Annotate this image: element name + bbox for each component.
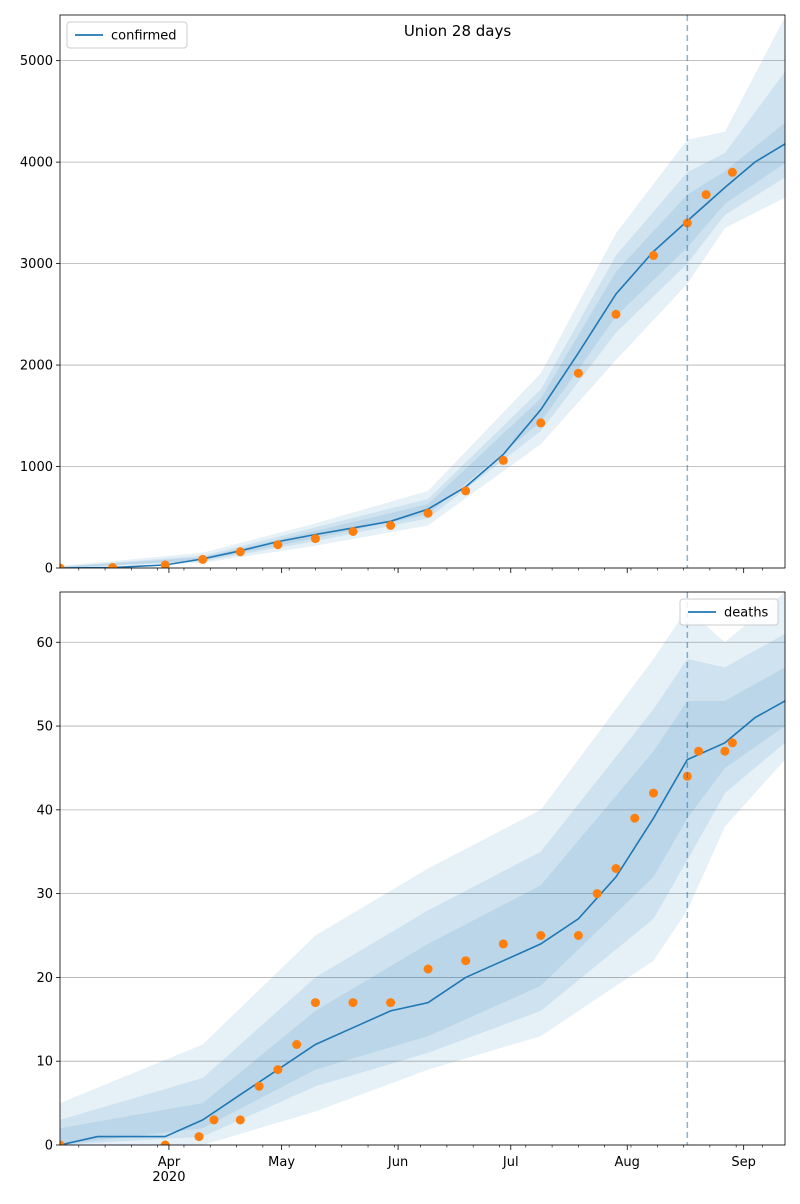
- observed-point: [194, 1132, 204, 1142]
- legend-label: deaths: [724, 606, 769, 621]
- x-tick-label: Sep: [731, 1155, 756, 1170]
- x-tick-label: Jun: [387, 1155, 408, 1170]
- observed-point: [386, 520, 396, 530]
- y-tick-label: 3000: [20, 257, 53, 272]
- legend-box: [679, 598, 779, 626]
- observed-point: [348, 527, 358, 536]
- y-tick-label: 5000: [20, 54, 53, 69]
- x-tick-label: 2020: [152, 1170, 185, 1185]
- observed-point: [682, 218, 692, 228]
- observed-point: [649, 788, 658, 798]
- observed-point: [235, 547, 245, 557]
- model-line: [60, 700, 785, 1145]
- y-tick-label: 50: [36, 720, 53, 735]
- observed-point: [273, 540, 283, 550]
- observed-point: [611, 309, 621, 319]
- legend-label: confirmed: [111, 29, 177, 44]
- observed-point: [235, 1115, 245, 1125]
- observed-point: [60, 1140, 65, 1145]
- observed-point: [461, 486, 471, 496]
- observed-point: [108, 563, 118, 568]
- chart-title: Union 28 days: [404, 22, 512, 40]
- uncertainty-band: [60, 667, 785, 1145]
- x-tick-label: May: [268, 1155, 295, 1170]
- observed-point: [694, 746, 704, 756]
- y-tick-label: 40: [36, 803, 53, 818]
- observed-point: [348, 998, 358, 1008]
- observed-point: [573, 368, 583, 378]
- observed-point: [310, 998, 320, 1008]
- observed-point: [701, 190, 711, 200]
- uncertainty-band: [60, 17, 785, 568]
- y-tick-label: 0: [45, 562, 53, 577]
- uncertainty-band: [60, 592, 785, 1145]
- y-tick-label: 0: [45, 1139, 53, 1154]
- observed-point: [536, 418, 546, 428]
- y-tick-label: 4000: [20, 156, 53, 171]
- observed-point: [461, 956, 471, 966]
- observed-point: [720, 746, 730, 756]
- model-line: [60, 143, 785, 568]
- observed-point: [198, 554, 208, 564]
- plot-area: [60, 592, 785, 1145]
- y-tick-label: 20: [36, 971, 53, 986]
- observed-point: [727, 167, 737, 177]
- observed-point: [498, 455, 508, 465]
- observed-point: [254, 1081, 264, 1091]
- y-tick-label: 30: [36, 887, 53, 902]
- observed-point: [310, 534, 320, 544]
- observed-point: [160, 1140, 170, 1145]
- observed-point: [592, 889, 602, 899]
- x-tick-label: Aug: [615, 1155, 640, 1170]
- observed-point: [386, 998, 396, 1008]
- legend-box: [66, 21, 188, 49]
- observed-point: [727, 738, 737, 748]
- y-tick-label: 60: [36, 636, 53, 651]
- observed-point: [536, 931, 546, 940]
- observed-point: [630, 813, 640, 823]
- x-tick-label: Jul: [502, 1155, 519, 1170]
- y-tick-label: 1000: [20, 460, 53, 475]
- y-tick-label: 10: [36, 1055, 53, 1070]
- observed-point: [573, 931, 583, 940]
- x-tick-label: Apr: [158, 1155, 181, 1170]
- observed-point: [498, 939, 508, 949]
- observed-point: [60, 563, 65, 568]
- observed-point: [292, 1040, 302, 1049]
- plot-area: [60, 17, 785, 568]
- observed-point: [273, 1065, 283, 1075]
- uncertainty-band: [60, 633, 785, 1145]
- observed-point: [649, 251, 658, 260]
- axes-frame: [59, 591, 786, 1146]
- observed-point: [160, 560, 170, 568]
- observed-point: [611, 864, 621, 873]
- observed-point: [209, 1115, 219, 1125]
- axes-frame: [59, 14, 786, 569]
- observed-point: [423, 508, 433, 518]
- y-tick-label: 2000: [20, 359, 53, 374]
- observed-point: [423, 964, 433, 974]
- panel-1: 0 1000 2000 3000 4000 5000 Union 28 days confir…: [20, 14, 786, 577]
